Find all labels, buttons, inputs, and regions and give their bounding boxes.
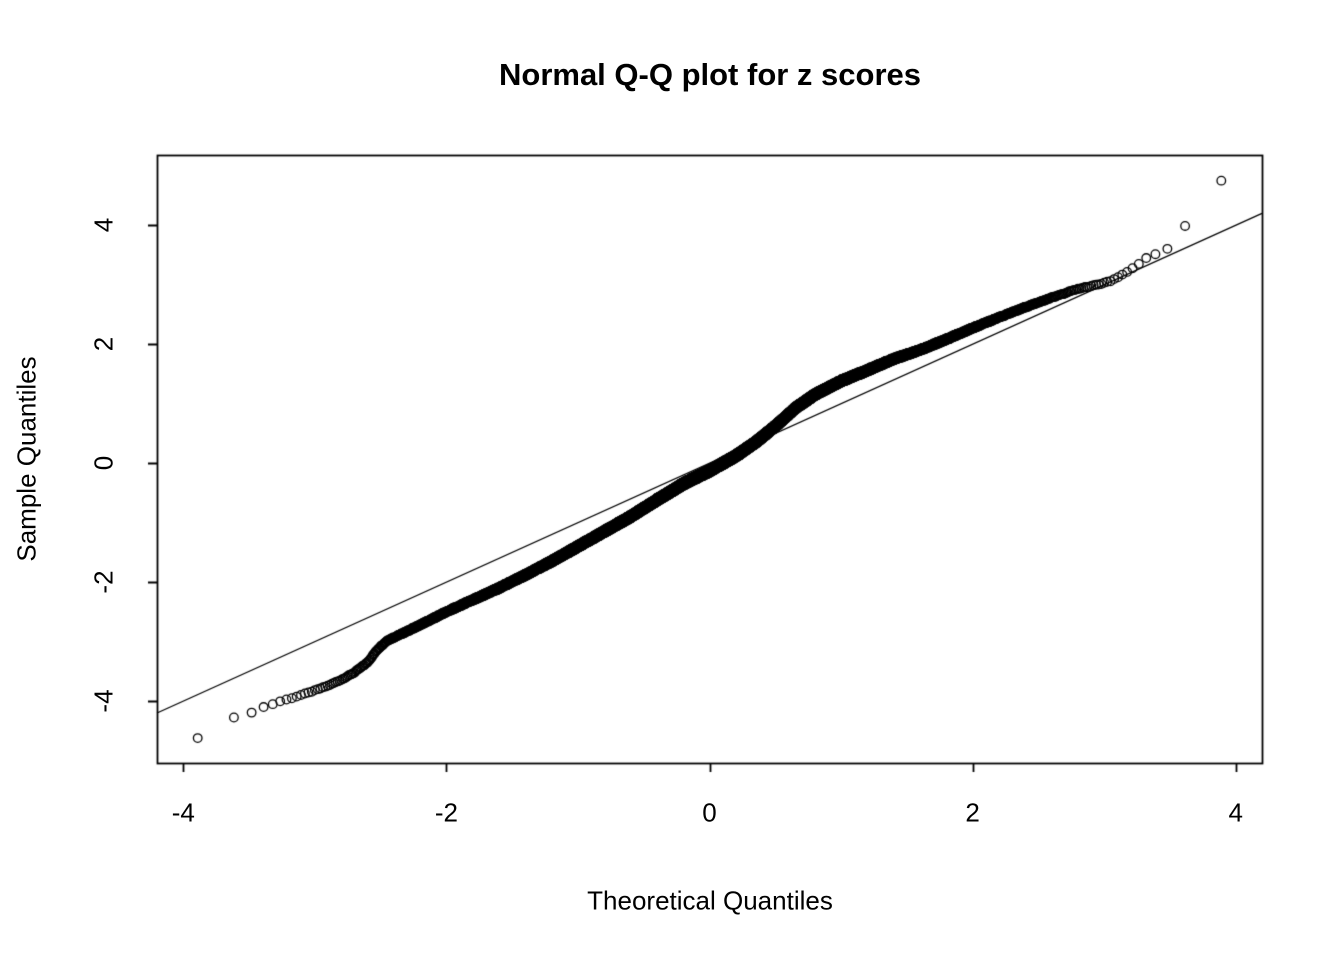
y-tick-label: 0 (88, 455, 119, 471)
y-axis-label: Sample Quantiles (11, 356, 42, 562)
x-tick-label: 0 (702, 797, 717, 828)
x-tick-label: -2 (434, 797, 458, 828)
x-tick-label: -4 (171, 797, 195, 828)
chart-title: Normal Q-Q plot for z scores (498, 57, 922, 92)
y-tick-label: 4 (88, 217, 119, 233)
x-axis-label: Theoretical Quantiles (587, 885, 833, 916)
y-tick-label: -4 (88, 689, 119, 713)
x-tick-label: 2 (965, 797, 980, 828)
y-tick-label: 2 (88, 336, 119, 352)
x-tick-label: 4 (1228, 797, 1243, 828)
y-tick-label: -2 (88, 570, 119, 594)
